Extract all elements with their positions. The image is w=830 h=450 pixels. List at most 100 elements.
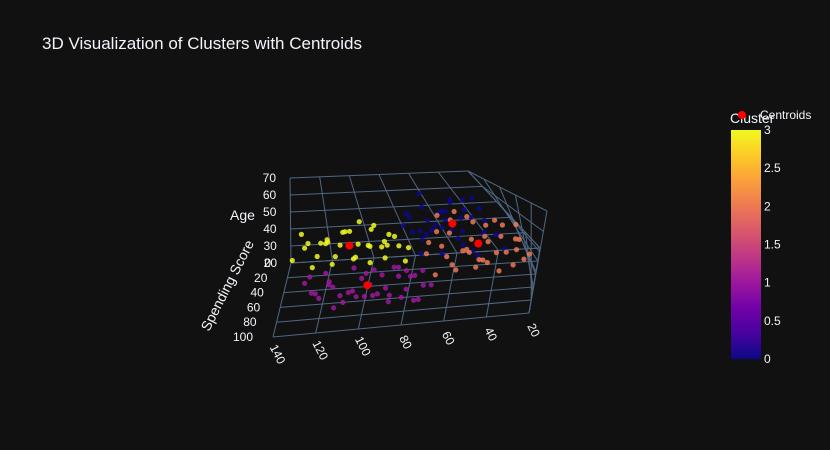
back-wall-gridline: [289, 170, 469, 179]
cluster-point: [337, 293, 343, 299]
floor-gridline: [315, 260, 333, 334]
data-points: [289, 191, 533, 311]
cluster-point: [309, 265, 315, 271]
cluster-point: [417, 228, 423, 234]
cluster-point: [493, 250, 499, 256]
cluster-point: [447, 197, 453, 203]
cluster-point: [395, 264, 402, 270]
cluster-point: [367, 260, 373, 266]
colorbar-tick-label: 2.5: [764, 161, 781, 175]
x-tick-label: 60: [439, 329, 458, 348]
cluster-point: [396, 273, 402, 279]
z-tick-label: 20: [264, 256, 278, 270]
cluster-point: [352, 254, 359, 260]
back-wall-gridline: [408, 173, 458, 254]
side-wall-gridline: [467, 170, 548, 212]
cluster-point: [289, 257, 295, 264]
cluster-point: [361, 293, 368, 299]
cluster-point: [302, 280, 308, 286]
cluster-point: [464, 214, 470, 220]
cluster-point: [526, 251, 533, 257]
cluster-point: [510, 262, 516, 268]
cluster-point: [412, 272, 418, 278]
cluster-point: [307, 274, 313, 280]
cluster-point: [420, 282, 426, 288]
cluster-point: [470, 219, 476, 225]
y-tick-label: 20: [254, 271, 268, 285]
cluster-point: [403, 267, 410, 274]
cluster-point: [439, 243, 445, 249]
cluster-point: [434, 212, 440, 218]
cluster-point: [318, 240, 324, 246]
cluster-point: [325, 239, 331, 245]
cluster-point: [455, 235, 461, 242]
back-wall-gridline: [290, 216, 512, 230]
floor-gridline: [283, 273, 536, 294]
cluster-point: [379, 272, 385, 278]
x-tick-label: 40: [482, 325, 501, 344]
cluster-point: [480, 257, 486, 263]
side-wall-gridline: [483, 178, 539, 262]
cluster-point: [482, 233, 488, 239]
cluster-point: [359, 275, 365, 281]
back-wall-gridline: [437, 171, 499, 251]
cluster-point: [484, 259, 490, 266]
cluster-point: [371, 222, 377, 228]
y-tick-label: 0: [264, 256, 271, 270]
cluster-point: [432, 222, 438, 228]
cluster-point: [434, 229, 440, 235]
cluster-point: [439, 208, 445, 214]
cluster-point: [473, 264, 479, 270]
cluster-point: [379, 244, 385, 250]
cluster-point: [419, 204, 425, 210]
z-tick-label: 70: [263, 171, 277, 185]
cluster-point: [498, 233, 504, 239]
cluster-point: [476, 257, 482, 263]
cluster-point: [337, 242, 343, 248]
cluster-point: [406, 214, 412, 220]
z-tick-label: 60: [263, 188, 277, 202]
cluster-point: [308, 290, 314, 296]
cluster-point: [342, 229, 348, 235]
cluster-point: [405, 245, 412, 251]
side-wall-gridline: [496, 201, 541, 253]
legend-item-centroids[interactable]: Centroids: [760, 108, 811, 122]
legend-centroid-marker[interactable]: [738, 111, 746, 119]
cluster-point: [416, 191, 422, 197]
centroid-marker: [345, 241, 354, 250]
cluster-point: [363, 270, 369, 276]
cluster-point: [469, 195, 475, 201]
cluster-point: [483, 222, 489, 228]
x-tick-label: 20: [524, 321, 543, 340]
cluster-point: [464, 246, 470, 252]
side-wall-gridline: [525, 232, 534, 293]
cluster-point: [340, 299, 346, 305]
cluster-point: [459, 228, 465, 234]
chart-title: 3D Visualization of Clusters with Centro…: [42, 34, 362, 53]
cluster-point: [403, 210, 410, 217]
cluster-point: [396, 243, 402, 249]
cluster-point: [420, 267, 426, 273]
z-tick-label: 40: [263, 222, 277, 236]
floor-gridline: [443, 252, 458, 322]
axis-ticks: 140 120 100 80 60 40 2002040608010020304050607…: [233, 171, 543, 367]
cluster-point: [521, 256, 527, 262]
cluster-point: [496, 268, 502, 274]
cluster-point: [329, 261, 335, 267]
floor-gridline: [276, 299, 532, 323]
cluster-point: [459, 197, 465, 203]
cluster-point: [391, 264, 397, 270]
cluster-point: [419, 236, 425, 242]
cluster-point: [481, 217, 487, 224]
cluster-point: [332, 254, 338, 260]
colorbar-tick-label: 3: [764, 123, 771, 137]
x-tick-label: 140: [267, 342, 289, 366]
cluster-point: [312, 291, 318, 297]
cluster-point: [468, 236, 474, 242]
cluster-point: [513, 247, 520, 253]
back-wall-gridline: [290, 201, 497, 213]
cluster-point: [314, 253, 320, 260]
cluster-point: [345, 289, 351, 296]
cluster-point: [425, 217, 431, 224]
